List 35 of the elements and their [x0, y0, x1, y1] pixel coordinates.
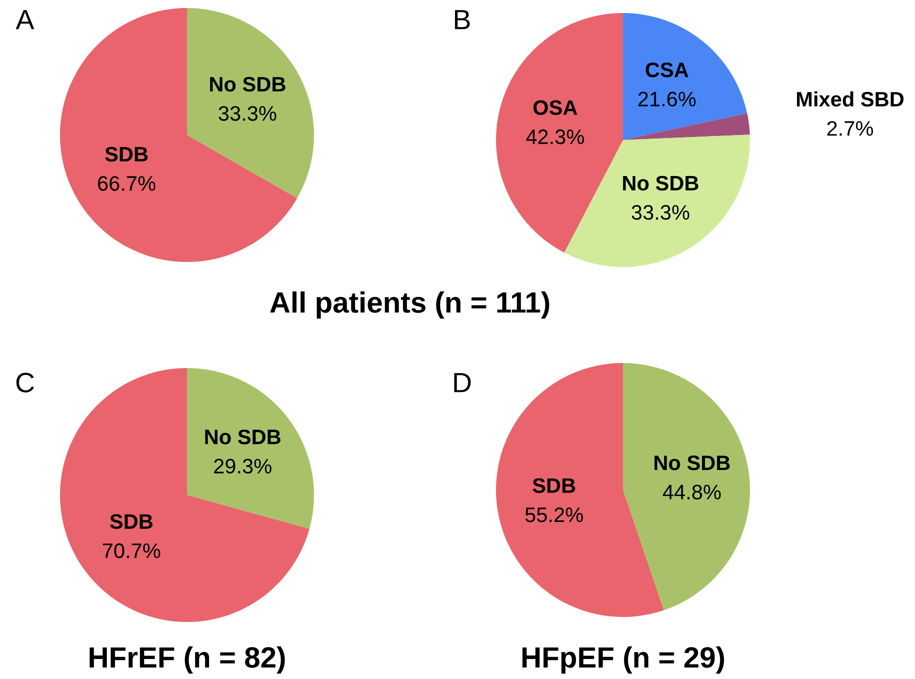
slice-label: No SDB	[205, 430, 280, 444]
data-label: 70.7%	[102, 543, 160, 558]
pie-slice	[623, 113, 750, 140]
pie-slice	[60, 8, 298, 262]
data-label: 33.3%	[218, 106, 276, 121]
pie-slice	[623, 13, 748, 140]
text: A	[16, 10, 34, 30]
pie-slice	[623, 363, 750, 610]
data-label: 55.2%	[525, 507, 583, 522]
text: HFrEF (n = 82)	[90, 646, 285, 674]
slice-label: SDB	[105, 146, 148, 162]
slice-label: No SDB	[654, 456, 730, 470]
data-label: 33.3%	[632, 205, 690, 220]
slice-label: No SDB	[623, 176, 698, 191]
text: C	[16, 372, 34, 392]
text: B	[455, 10, 470, 30]
slice-label: CSA	[646, 62, 688, 78]
slice-label: Mixed SBD	[796, 91, 904, 107]
slice-label: SDB	[532, 478, 576, 493]
data-label: 2.7%	[827, 121, 874, 136]
data-label: 29.3%	[214, 458, 272, 474]
data-label: 44.8%	[662, 484, 721, 500]
slice-label: No SDB	[210, 76, 286, 92]
text: All patients (n = 111)	[270, 291, 550, 319]
data-label: 21.6%	[638, 92, 696, 106]
pie-slice	[187, 8, 314, 198]
slice-label: OSA	[533, 100, 578, 115]
pie-slice	[496, 13, 623, 253]
text: HFpEF (n = 29)	[522, 646, 724, 674]
text: D	[454, 373, 471, 392]
pie-slice	[60, 368, 310, 622]
data-label: 66.7%	[98, 176, 156, 191]
pie-slice	[187, 368, 314, 529]
slice-label: SDB	[110, 514, 152, 529]
data-label: 42.3%	[526, 129, 584, 144]
